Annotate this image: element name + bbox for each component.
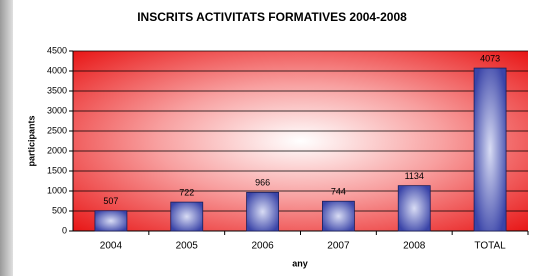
y-tick-label: 3500	[47, 85, 67, 95]
bar	[171, 202, 203, 231]
bar	[95, 211, 127, 231]
chart-title: INSCRITS ACTIVITATS FORMATIVES 2004-2008	[137, 10, 407, 24]
bar	[247, 192, 279, 231]
x-tick-label: 2005	[176, 241, 199, 252]
x-tick-label: 2004	[100, 241, 123, 252]
data-label: 966	[255, 178, 270, 188]
x-tick-label: TOTAL	[474, 241, 506, 252]
data-label: 507	[103, 196, 118, 206]
page: INSCRITS ACTIVITATS FORMATIVES 2004-2008…	[0, 0, 535, 276]
chart: INSCRITS ACTIVITATS FORMATIVES 2004-2008…	[0, 0, 535, 276]
y-tick-label: 4000	[47, 65, 67, 75]
bar	[322, 201, 354, 231]
y-tick-label: 1500	[47, 165, 67, 175]
y-axis-title: participants	[26, 115, 36, 166]
data-label: 4073	[480, 53, 500, 63]
data-label: 744	[331, 187, 346, 197]
plot-area	[73, 51, 528, 231]
y-tick-label: 0	[62, 225, 67, 235]
bar	[474, 68, 506, 231]
y-tick-label: 4500	[47, 45, 67, 55]
bar	[398, 186, 430, 231]
x-tick-label: 2006	[251, 241, 274, 252]
x-tick-label: 2008	[403, 241, 426, 252]
data-label: 1134	[405, 171, 424, 181]
x-tick-label: 2007	[327, 241, 350, 252]
y-tick-label: 1000	[47, 185, 67, 195]
y-tick-label: 2000	[47, 145, 67, 155]
x-axis-title: any	[292, 258, 308, 268]
y-tick-label: 500	[52, 205, 67, 215]
y-tick-label: 2500	[47, 125, 67, 135]
data-label: 722	[179, 187, 194, 197]
y-tick-label: 3000	[47, 105, 67, 115]
background-edge	[0, 0, 13, 276]
